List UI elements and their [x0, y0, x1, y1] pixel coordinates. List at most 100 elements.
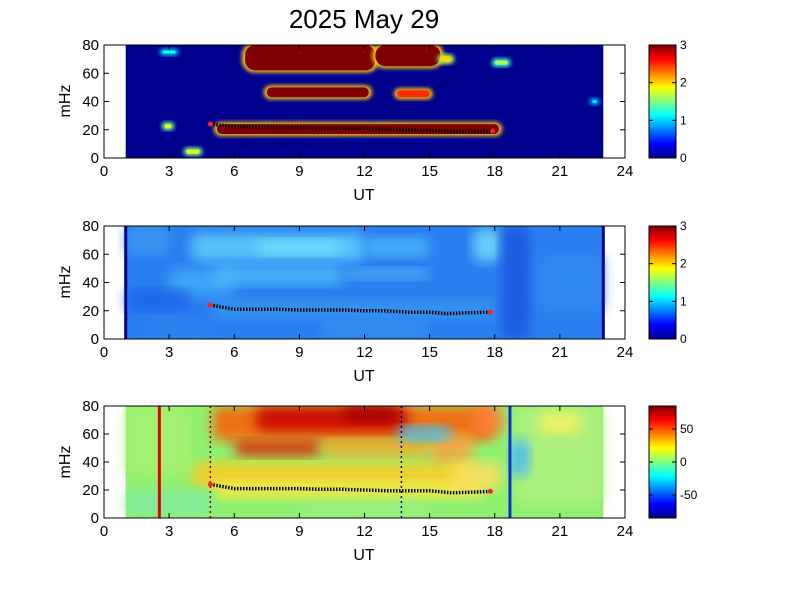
colorbar-gradient — [648, 225, 677, 340]
heatmap-patch — [509, 439, 530, 476]
y-tick-label: 20 — [82, 303, 99, 320]
heatmap-patch — [321, 322, 430, 337]
colorbar-tick-label: 0 — [680, 151, 687, 165]
y-tick-label: 0 — [91, 331, 99, 348]
heatmap-patch — [190, 462, 474, 488]
x-tick-label: 12 — [356, 163, 373, 180]
heatmap-patch — [212, 265, 343, 286]
x-tick-label: 0 — [100, 523, 108, 540]
heatmap-patch — [299, 501, 430, 516]
heatmap-blob — [494, 60, 508, 65]
heatmap-patch — [473, 228, 502, 262]
heatmap-patch — [501, 226, 530, 339]
x-tick-label: 15 — [421, 344, 438, 361]
ridge-start-marker — [207, 481, 213, 487]
panel-bottom: 0 3 6 9 12 15 18 21 24 0 20 40 60 80 UT mHz 50 0 -50 — [57, 398, 698, 564]
heatmap-patch — [342, 268, 430, 280]
x-tick-label: 3 — [165, 344, 173, 361]
heatmap-patch — [451, 462, 502, 490]
colorbar-tick-label: -50 — [680, 488, 698, 502]
heatmap-patch — [212, 299, 495, 320]
heatmap-patch — [473, 406, 504, 434]
frequency-ridge-line — [210, 482, 491, 495]
y-tick-label: 0 — [91, 150, 99, 167]
x-tick-label: 0 — [100, 344, 108, 361]
heatmap-blob — [186, 149, 200, 154]
x-tick-label: 12 — [356, 344, 373, 361]
frequency-ridge-line — [210, 303, 491, 316]
colorbar-top: 0 1 2 3 — [648, 38, 687, 165]
x-tick-label: 15 — [421, 523, 438, 540]
x-axis-label: UT — [353, 368, 375, 385]
y-tick-label: 60 — [82, 246, 99, 263]
x-tick-label: 18 — [486, 344, 503, 361]
ridge-end-marker — [487, 309, 493, 315]
x-axis-label: UT — [353, 547, 375, 564]
x-tick-label: 9 — [295, 523, 303, 540]
x-tick-label: 9 — [295, 344, 303, 361]
x-tick-label: 3 — [165, 523, 173, 540]
x-axis-label: UT — [353, 187, 375, 204]
heatmap-patch — [397, 425, 452, 441]
heatmap-patch — [255, 240, 343, 255]
colorbar-gradient — [648, 44, 677, 159]
heatmap-blob — [164, 124, 172, 129]
x-tick-label: 21 — [552, 344, 569, 361]
y-tick-label: 40 — [82, 454, 99, 471]
y-tick-label: 20 — [82, 482, 99, 499]
heatmap-patch — [147, 319, 213, 337]
heatmap-blob — [162, 50, 176, 54]
x-tick-label: 6 — [230, 163, 238, 180]
heatmap-patch — [364, 237, 430, 258]
x-tick-label: 18 — [486, 523, 503, 540]
y-axis-label: mHz — [57, 266, 74, 299]
y-tick-label: 80 — [82, 398, 99, 415]
heatmap-blob — [266, 87, 369, 98]
x-tick-label: 0 — [100, 163, 108, 180]
heatmap-blob — [375, 45, 441, 67]
heatmap-patch — [125, 490, 213, 516]
heatmap-patch — [125, 226, 170, 255]
heatmap-patch — [342, 406, 398, 423]
colorbar-tick-label: 2 — [680, 76, 687, 90]
x-tick-label: 9 — [295, 163, 303, 180]
heatmap-blob — [440, 56, 452, 62]
x-tick-label: 24 — [617, 344, 634, 361]
heatmap-patch — [516, 406, 604, 504]
colorbar-middle: 0 1 2 3 — [648, 219, 687, 346]
y-tick-label: 20 — [82, 122, 99, 139]
heatmap-patch — [125, 289, 191, 311]
y-tick-label: 80 — [82, 218, 99, 235]
y-tick-label: 60 — [82, 65, 99, 82]
x-tick-label: 18 — [486, 163, 503, 180]
x-tick-label: 15 — [421, 163, 438, 180]
colorbar-tick-label: 2 — [680, 257, 687, 271]
chart-title: 2025 May 29 — [289, 4, 439, 34]
colorbar-tick-label: 1 — [680, 294, 687, 308]
y-tick-label: 40 — [82, 94, 99, 111]
colorbar-gradient — [648, 405, 677, 519]
colorbar-tick-label: 0 — [680, 455, 687, 469]
colorbar-tick-label: 3 — [680, 38, 687, 52]
ridge-start-marker — [207, 121, 213, 127]
colorbar-tick-label: 50 — [680, 422, 694, 436]
x-tick-label: 3 — [165, 163, 173, 180]
ridge-end-marker — [490, 128, 496, 134]
x-tick-label: 6 — [230, 344, 238, 361]
y-axis-label: mHz — [57, 85, 74, 118]
colorbar-bottom: 50 0 -50 — [648, 405, 698, 519]
ridge-end-marker — [487, 488, 493, 494]
x-tick-label: 6 — [230, 523, 238, 540]
y-tick-label: 60 — [82, 426, 99, 443]
y-tick-label: 80 — [82, 37, 99, 54]
heatmap-patch — [538, 254, 604, 311]
heatmap-patch — [538, 411, 582, 434]
x-tick-label: 24 — [617, 163, 634, 180]
x-tick-label: 12 — [356, 523, 373, 540]
y-tick-label: 0 — [91, 510, 99, 527]
heatmap-blob — [397, 90, 430, 98]
heatmap-blob — [245, 45, 376, 71]
